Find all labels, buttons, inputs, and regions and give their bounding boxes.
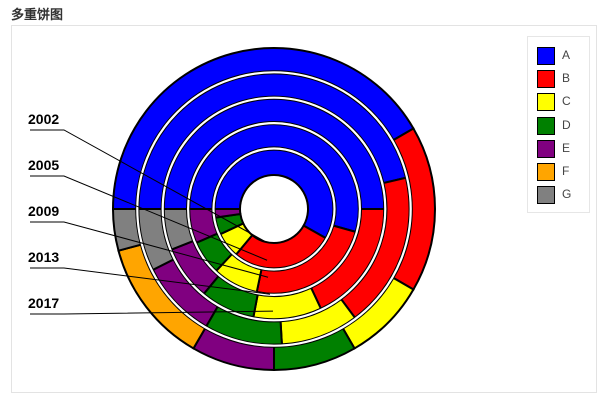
- legend-swatch-D: [537, 116, 555, 135]
- legend-label-B: B: [562, 71, 571, 86]
- ring-2002-slice-E[interactable]: [213, 208, 242, 219]
- ring-separator: [187, 121, 362, 297]
- legend-swatch-B: [537, 70, 555, 89]
- legend-item-D[interactable]: D: [537, 116, 587, 135]
- legend-item-G[interactable]: G: [537, 186, 587, 205]
- leader-line-2013: [30, 267, 271, 295]
- legend-item-E[interactable]: E: [537, 139, 587, 158]
- leader-line-2005: [30, 175, 268, 261]
- year-label-2002: 2002: [28, 111, 59, 127]
- ring-separator: [212, 147, 336, 271]
- ring-2002-slice-A[interactable]: [213, 148, 335, 240]
- year-label-2017: 2017: [28, 295, 59, 311]
- legend-swatch-E: [537, 139, 555, 158]
- legend-swatch-C: [537, 93, 555, 112]
- legend-item-C[interactable]: C: [537, 93, 587, 112]
- legend-item-F[interactable]: F: [537, 163, 587, 181]
- legend-label-E: E: [562, 140, 571, 155]
- legend-swatch-F: [537, 163, 555, 181]
- year-label-2005: 2005: [28, 157, 59, 173]
- legend-item-A[interactable]: A: [537, 47, 587, 65]
- legend-label-C: C: [562, 94, 571, 109]
- leader-line-2009: [30, 221, 269, 278]
- legend-label-F: F: [562, 164, 570, 178]
- year-label-2013: 2013: [28, 249, 59, 265]
- legend-item-B[interactable]: B: [537, 70, 587, 89]
- year-label-group: 2002 2005 2009 2013 2017: [28, 111, 59, 311]
- ring-separator: [161, 96, 387, 322]
- ring-group: [111, 47, 436, 372]
- year-label-2009: 2009: [28, 203, 59, 219]
- leader-line-group: [30, 129, 273, 315]
- page-title: 多重饼图: [11, 7, 64, 22]
- legend-label-D: D: [562, 117, 571, 132]
- leader-line-2002: [30, 129, 268, 244]
- ring-separator: [136, 71, 412, 347]
- leader-line-2017: [30, 310, 273, 315]
- legend-label-G: G: [562, 187, 572, 202]
- legend-swatch-G: [537, 186, 555, 205]
- legend-swatch-A: [537, 47, 555, 65]
- legend-label-A: A: [562, 48, 571, 62]
